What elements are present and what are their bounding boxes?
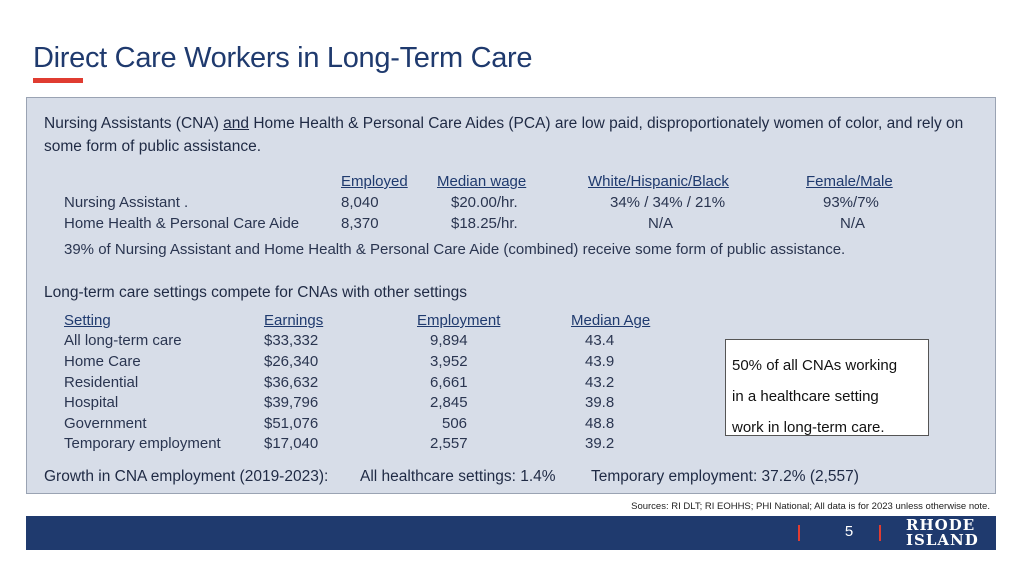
header-earnings: Earnings — [264, 312, 324, 329]
header-race: White/Hispanic/Black — [588, 173, 729, 190]
worker-row-employed: 8,040 — [341, 194, 379, 211]
logo-line-1: RHODE — [906, 516, 976, 534]
setting-earnings: $17,040 — [264, 435, 319, 452]
setting-earnings: $33,332 — [264, 332, 319, 349]
intro-part1: Nursing Assistants (CNA) — [44, 115, 224, 132]
logo-line-2: ISLAND — [906, 531, 979, 549]
worker-row-wage: $18.25/hr. — [451, 215, 518, 232]
sources-note: Sources: RI DLT; RI EOHHS; PHI National;… — [631, 501, 990, 512]
setting-earnings: $39,796 — [264, 394, 319, 411]
setting-employment: 2,557 — [430, 435, 468, 452]
setting-employment: 2,845 — [430, 394, 468, 411]
setting-earnings: $26,340 — [264, 353, 319, 370]
growth-all-settings: All healthcare settings: 1.4% — [360, 468, 556, 485]
setting-name: Government — [64, 415, 147, 432]
callout-line: 50% of all CNAs working — [732, 357, 898, 374]
setting-name: All long-term care — [64, 332, 182, 349]
worker-row-employed: 8,370 — [341, 215, 379, 232]
settings-heading: Long-term care settings compete for CNAs… — [44, 284, 467, 301]
growth-label: Growth in CNA employment (2019-2023): — [44, 468, 329, 485]
setting-employment: 506 — [442, 415, 468, 432]
footer-divider-left — [798, 525, 800, 541]
header-setting: Setting — [64, 312, 111, 329]
header-gender: Female/Male — [806, 173, 893, 190]
worker-row-wage: $20.00/hr. — [451, 194, 518, 211]
worker-row-gender: 93%/7% — [823, 194, 879, 211]
intro-paragraph: Nursing Assistants (CNA) and Home Health… — [44, 112, 984, 158]
footer-bar: 5 RHODE ISLAND — [26, 516, 996, 550]
setting-employment: 6,661 — [430, 374, 468, 391]
header-employed: Employed — [341, 173, 408, 190]
public-assistance-note: 39% of Nursing Assistant and Home Health… — [64, 241, 846, 258]
page-title: Direct Care Workers in Long-Term Care — [33, 42, 533, 74]
setting-employment: 9,894 — [430, 332, 468, 349]
callout-box: 50% of all CNAs working in a healthcare … — [725, 339, 929, 436]
setting-name: Hospital — [64, 394, 119, 411]
header-median-wage: Median wage — [437, 173, 527, 190]
intro-and: and — [223, 115, 250, 132]
worker-row-label: Home Health & Personal Care Aide — [64, 215, 300, 232]
setting-name: Residential — [64, 374, 139, 391]
setting-earnings: $36,632 — [264, 374, 319, 391]
callout-line: in a healthcare setting — [732, 388, 879, 405]
setting-age: 43.9 — [585, 353, 615, 370]
intro-part2: Home Health & Personal Care Aides (PCA) … — [44, 115, 964, 155]
setting-age: 43.2 — [585, 374, 615, 391]
worker-row-label: Nursing Assistant . — [64, 194, 189, 211]
footer-divider-right — [879, 525, 881, 541]
setting-name: Home Care — [64, 353, 141, 370]
setting-employment: 3,952 — [430, 353, 468, 370]
setting-age: 39.8 — [585, 394, 615, 411]
rhode-island-logo: RHODE ISLAND — [906, 518, 979, 548]
header-employment: Employment — [417, 312, 501, 329]
worker-row-gender: N/A — [840, 215, 866, 232]
setting-age: 48.8 — [585, 415, 615, 432]
worker-row-race: 34% / 34% / 21% — [610, 194, 726, 211]
callout-line: work in long-term care. — [732, 419, 885, 436]
header-median-age: Median Age — [571, 312, 651, 329]
setting-earnings: $51,076 — [264, 415, 319, 432]
setting-age: 43.4 — [585, 332, 615, 349]
setting-age: 39.2 — [585, 435, 615, 452]
title-underline-accent — [33, 78, 83, 83]
setting-name: Temporary employment — [64, 435, 221, 452]
growth-temporary: Temporary employment: 37.2% (2,557) — [591, 468, 859, 485]
worker-row-race: N/A — [648, 215, 674, 232]
page-number: 5 — [844, 523, 854, 540]
